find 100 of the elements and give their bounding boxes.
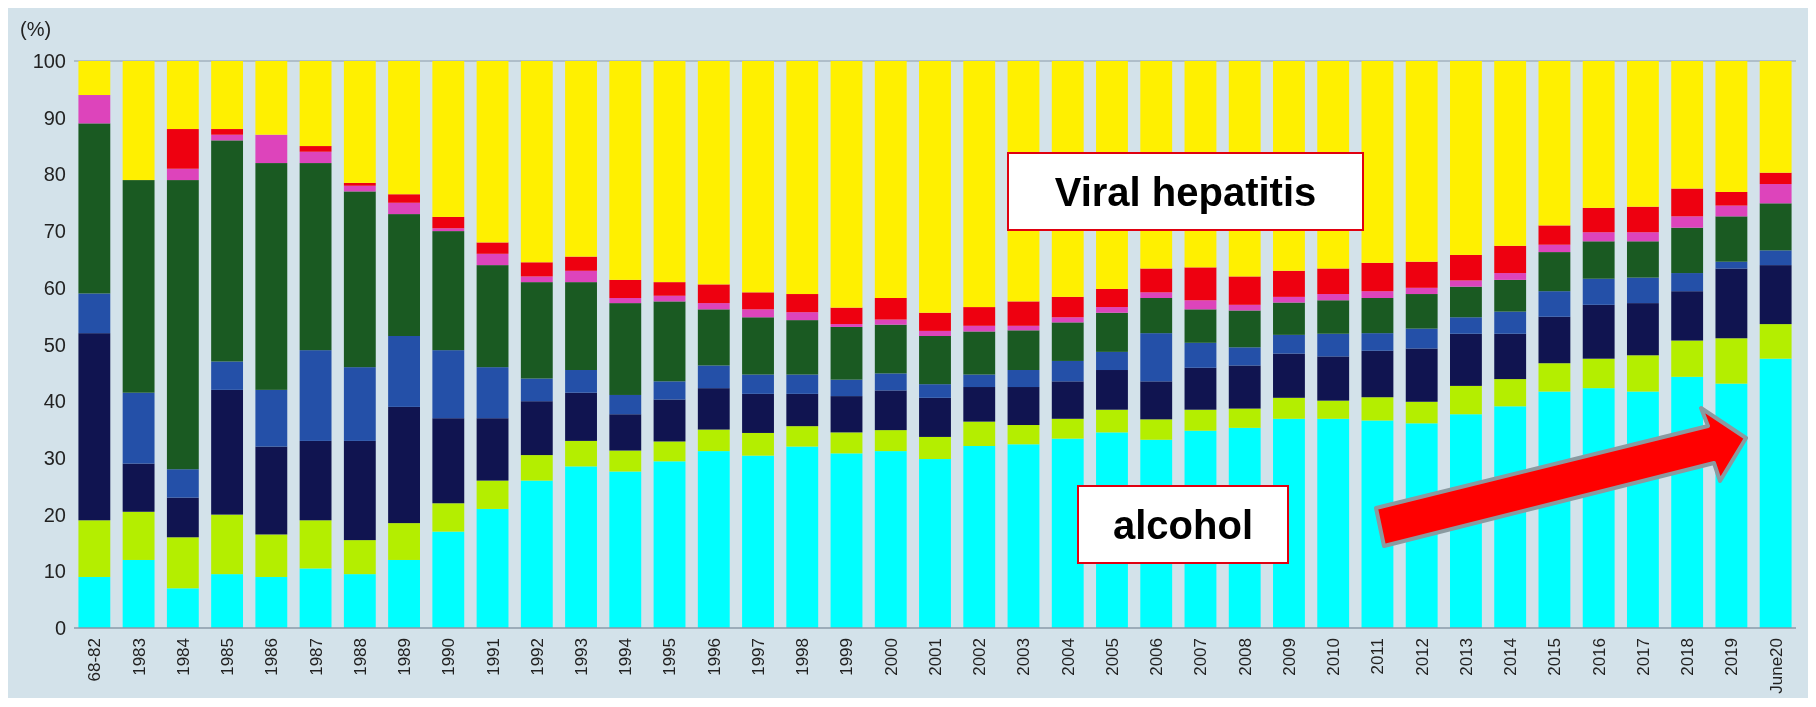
bar: [299, 146, 332, 152]
bar: [388, 336, 420, 407]
bar: [343, 540, 376, 575]
x-tick-label: 2007: [1191, 638, 1211, 676]
bar: [1007, 330, 1040, 371]
bar: [1317, 294, 1350, 301]
bar: [1051, 360, 1084, 382]
bar: [1715, 261, 1748, 269]
bar: [1759, 172, 1792, 185]
x-tick-label: 2002: [970, 638, 990, 676]
bar: [1184, 267, 1217, 301]
bar: [476, 265, 509, 368]
x-tick-label: 1991: [483, 638, 503, 676]
bar: [343, 574, 376, 628]
bar: [1759, 61, 1792, 173]
bar: [299, 163, 332, 351]
bar: [874, 61, 907, 299]
bar: [1450, 385, 1482, 415]
bar: [1538, 291, 1571, 317]
bar: [697, 388, 730, 430]
bar: [476, 61, 509, 243]
bar: [963, 421, 996, 446]
bar: [1538, 363, 1571, 392]
bar: [830, 379, 863, 397]
bar: [1494, 61, 1527, 246]
bar: [432, 228, 465, 232]
bar: [1671, 216, 1704, 228]
bar: [1626, 303, 1659, 356]
annotation: alcohol: [1112, 502, 1254, 547]
x-tick-label: 1984: [173, 638, 193, 676]
bar: [565, 61, 597, 257]
bar: [432, 531, 465, 628]
y-tick-label: 20: [43, 503, 66, 526]
bar: [742, 374, 774, 394]
bar: [1273, 334, 1305, 354]
bar: [1494, 245, 1527, 274]
bar: [1538, 316, 1571, 364]
bar: [874, 324, 907, 374]
bar: [1317, 268, 1350, 295]
bar: [697, 365, 730, 389]
bar: [919, 312, 951, 331]
bar: [1759, 265, 1792, 325]
bar: [1317, 400, 1350, 419]
bar: [1273, 270, 1305, 297]
x-tick-label: 2005: [1102, 638, 1122, 676]
bar: [166, 537, 199, 589]
x-tick-label: 2004: [1058, 638, 1078, 676]
bar: [1317, 333, 1350, 357]
bar: [1051, 438, 1084, 628]
bar: [255, 61, 288, 135]
bar: [609, 298, 642, 304]
bar: [1228, 310, 1261, 348]
bar: [1582, 61, 1615, 208]
bar: [388, 61, 420, 195]
bar: [211, 361, 244, 390]
bar: [476, 253, 509, 266]
bar: [388, 202, 420, 215]
bar: [1582, 207, 1615, 233]
bar: [963, 61, 996, 308]
bar: [78, 61, 111, 96]
bar: [1715, 216, 1748, 262]
bar: [1140, 333, 1173, 382]
bar: [1759, 203, 1792, 251]
bar: [1228, 347, 1261, 366]
bar: [1273, 296, 1305, 303]
x-tick-label: 1995: [660, 638, 680, 676]
bar: [653, 282, 686, 296]
bar: [830, 324, 863, 327]
bar: [1582, 232, 1615, 242]
bar: [786, 61, 819, 295]
bar: [388, 214, 420, 336]
bar: [609, 450, 642, 472]
bar: [1538, 61, 1571, 226]
bar: [786, 374, 819, 394]
bar: [343, 440, 376, 541]
x-tick-label: 2014: [1501, 638, 1521, 676]
bar: [609, 394, 642, 415]
annotation: Viral hepatitis: [1054, 169, 1317, 214]
bar: [742, 292, 774, 310]
bar: [1228, 365, 1261, 409]
bar: [1671, 291, 1704, 341]
bar: [874, 390, 907, 431]
bar: [1450, 61, 1482, 255]
bar: [1051, 418, 1084, 439]
bar: [742, 455, 774, 628]
bar: [1007, 444, 1040, 628]
bar: [476, 242, 509, 254]
bar: [299, 568, 332, 628]
bar: [1715, 191, 1748, 206]
bar: [122, 180, 155, 393]
bar: [653, 399, 686, 442]
bar: [1450, 280, 1482, 287]
bar: [432, 418, 465, 504]
bar: [1051, 322, 1084, 361]
bar: [786, 393, 819, 427]
bar: [388, 406, 420, 524]
bar: [1096, 288, 1128, 308]
y-axis-title: (%): [20, 18, 52, 40]
x-tick-label: 2006: [1147, 638, 1167, 676]
x-tick-label: 2010: [1324, 638, 1344, 676]
